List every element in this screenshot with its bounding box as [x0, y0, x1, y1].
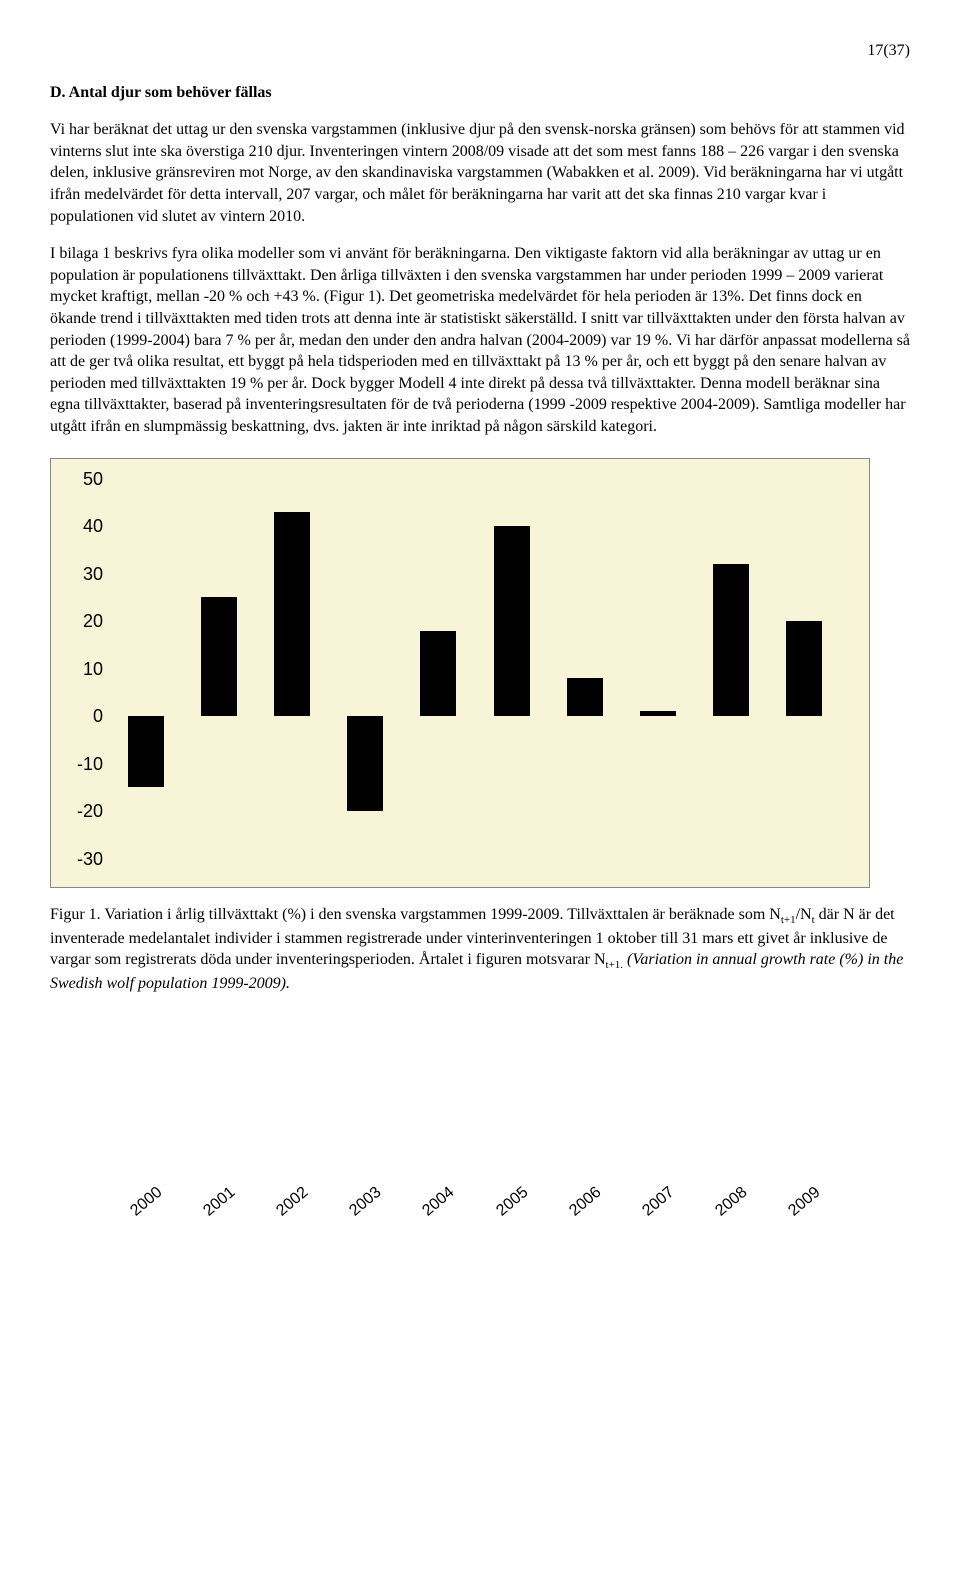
caption-lead: Figur 1. Variation i årlig tillväxttakt … [50, 906, 781, 923]
caption-mid-1: /N [796, 906, 812, 923]
bar-2003 [347, 716, 383, 811]
y-tick-50: 50 [63, 466, 103, 490]
paragraph-2: I bilaga 1 beskrivs fyra olika modeller … [50, 243, 910, 437]
x-label-2006: 2006 [565, 1182, 606, 1221]
growth-rate-chart: 50 40 30 20 10 0 -10 -20 -30 2000 2001 2… [50, 458, 870, 888]
x-label-2001: 2001 [199, 1182, 240, 1221]
bar-2005 [494, 526, 530, 716]
chart-bars [109, 479, 841, 859]
caption-sub-3: t+1. [606, 959, 624, 971]
y-tick-40: 40 [63, 514, 103, 538]
bar-2007 [640, 711, 676, 716]
section-heading: D. Antal djur som behöver fällas [50, 82, 910, 104]
bar-2001 [201, 597, 237, 716]
x-label-2008: 2008 [711, 1182, 752, 1221]
y-tick-30: 30 [63, 561, 103, 585]
y-tick-0: 0 [63, 704, 103, 728]
bar-2004 [420, 631, 456, 717]
page-number: 17(37) [50, 40, 910, 62]
x-label-2005: 2005 [492, 1182, 533, 1221]
chart-plot-area: 50 40 30 20 10 0 -10 -20 -30 2000 2001 2… [109, 479, 841, 859]
y-axis: 50 40 30 20 10 0 -10 -20 -30 [63, 479, 103, 859]
bar-2000 [128, 716, 164, 787]
paragraph-1: Vi har beräknat det uttag ur den svenska… [50, 119, 910, 227]
y-tick-20: 20 [63, 609, 103, 633]
bar-2009 [786, 621, 822, 716]
x-label-2002: 2002 [272, 1182, 313, 1221]
x-label-2003: 2003 [345, 1182, 386, 1221]
bar-2008 [713, 564, 749, 716]
y-tick-10: 10 [63, 656, 103, 680]
x-label-2009: 2009 [784, 1182, 825, 1221]
x-label-2000: 2000 [126, 1182, 167, 1221]
y-tick--20: -20 [63, 799, 103, 823]
y-tick--10: -10 [63, 751, 103, 775]
x-label-2004: 2004 [418, 1182, 459, 1221]
y-tick--30: -30 [63, 846, 103, 870]
x-label-2007: 2007 [638, 1182, 679, 1221]
bar-2002 [274, 512, 310, 716]
bar-2006 [567, 678, 603, 716]
figure-caption: Figur 1. Variation i årlig tillväxttakt … [50, 904, 910, 995]
caption-sub-1: t+1 [781, 914, 796, 926]
